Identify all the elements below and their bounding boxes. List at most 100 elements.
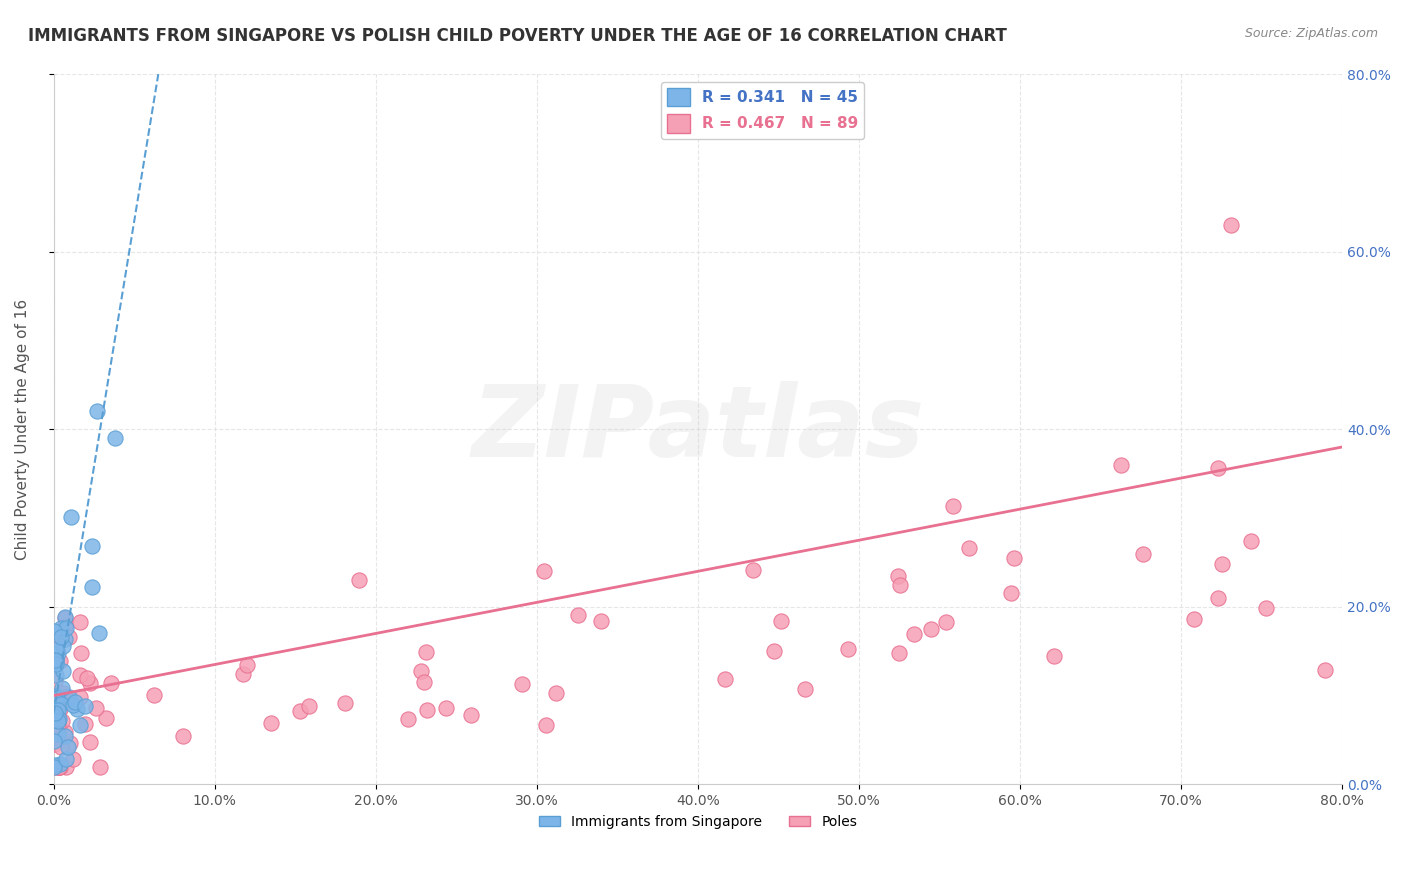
Point	[58, 690, 80, 705]
Point	[59, 736, 82, 750]
Point	[52, 665, 75, 679]
Point	[52, 686, 75, 700]
Point	[921, 622, 943, 636]
Point	[70, 646, 93, 660]
Point	[1182, 612, 1205, 626]
Point	[53, 690, 76, 704]
Point	[69, 667, 91, 681]
Point	[232, 666, 254, 681]
Point	[44, 624, 66, 639]
Point	[1132, 547, 1154, 561]
Point	[51, 714, 73, 728]
Point	[69, 690, 91, 704]
Point	[1254, 601, 1277, 615]
Point	[55, 752, 77, 766]
Point	[44, 737, 66, 751]
Point	[1111, 458, 1133, 473]
Point	[96, 711, 118, 725]
Point	[434, 701, 457, 715]
Point	[1000, 586, 1022, 600]
Point	[534, 718, 557, 732]
Point	[51, 681, 73, 695]
Point	[58, 740, 80, 755]
Point	[172, 729, 194, 743]
Point	[49, 702, 72, 716]
Point	[45, 724, 67, 739]
Point	[45, 651, 67, 665]
Point	[298, 699, 321, 714]
Point	[100, 676, 122, 690]
Point	[415, 644, 437, 658]
Point	[942, 499, 965, 513]
Point	[143, 688, 166, 702]
Point	[44, 759, 66, 773]
Point	[46, 759, 69, 773]
Point	[45, 721, 67, 735]
Point	[793, 681, 815, 696]
Point	[1002, 551, 1025, 566]
Point	[1206, 461, 1229, 475]
Text: Source: ZipAtlas.com: Source: ZipAtlas.com	[1244, 27, 1378, 40]
Point	[76, 671, 98, 685]
Point	[58, 631, 80, 645]
Point	[887, 646, 910, 660]
Point	[235, 658, 257, 673]
Point	[62, 752, 84, 766]
Point	[86, 701, 108, 715]
Point	[42, 703, 65, 717]
Point	[46, 689, 69, 703]
Point	[412, 674, 434, 689]
Point	[49, 739, 72, 754]
Point	[49, 654, 72, 668]
Point	[567, 608, 589, 623]
Point	[1211, 557, 1233, 571]
Point	[411, 665, 433, 679]
Point	[48, 723, 70, 738]
Point	[333, 696, 356, 710]
Point	[396, 712, 419, 726]
Point	[46, 714, 69, 729]
Point	[44, 706, 66, 720]
Point	[42, 759, 65, 773]
Text: IMMIGRANTS FROM SINGAPORE VS POLISH CHILD POVERTY UNDER THE AGE OF 16 CORRELATIO: IMMIGRANTS FROM SINGAPORE VS POLISH CHIL…	[28, 27, 1007, 45]
Point	[510, 677, 533, 691]
Point	[69, 717, 91, 731]
Point	[741, 563, 763, 577]
Point	[80, 580, 103, 594]
Point	[49, 697, 72, 711]
Legend: Immigrants from Singapore, Poles: Immigrants from Singapore, Poles	[533, 809, 863, 834]
Point	[1240, 534, 1263, 549]
Point	[79, 735, 101, 749]
Point	[86, 404, 108, 418]
Point	[75, 717, 97, 731]
Point	[1043, 649, 1066, 664]
Point	[903, 627, 925, 641]
Point	[82, 539, 104, 553]
Point	[44, 673, 66, 688]
Point	[59, 510, 82, 524]
Point	[349, 573, 371, 587]
Point	[51, 621, 73, 635]
Point	[49, 759, 72, 773]
Point	[53, 609, 76, 624]
Point	[69, 615, 91, 630]
Point	[260, 716, 283, 731]
Point	[66, 701, 89, 715]
Point	[48, 712, 70, 726]
Point	[42, 733, 65, 747]
Point	[714, 672, 737, 686]
Point	[460, 707, 482, 722]
Point	[45, 654, 67, 668]
Point	[45, 668, 67, 682]
Point	[1206, 591, 1229, 606]
Point	[55, 724, 77, 739]
Point	[104, 431, 127, 445]
Point	[763, 644, 786, 658]
Point	[46, 727, 69, 741]
Point	[837, 642, 859, 657]
Point	[46, 646, 69, 660]
Point	[48, 756, 70, 771]
Point	[889, 578, 911, 592]
Point	[63, 695, 86, 709]
Point	[45, 642, 67, 657]
